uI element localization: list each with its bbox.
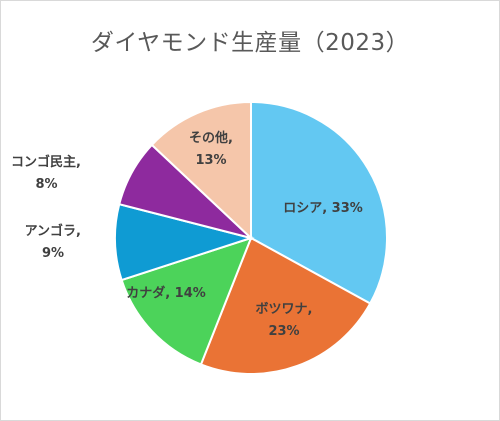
chart-title: ダイヤモンド生産量（2023） [90,30,410,56]
pie-slice-1 [250,100,388,305]
data-label-category: アンゴラ, [25,223,81,239]
data-label-4: アンゴラ, 9% [25,223,81,261]
data-label-percent: 8% [35,177,57,192]
data-label-category: コンゴ民主, [11,154,81,170]
data-label-percent: 13% [195,153,226,168]
data-label-1: ロシア, 33% [283,201,363,216]
pie-slice-2 [199,236,372,375]
pie-slice-6 [150,100,252,241]
data-label-percent: 23% [268,324,299,339]
data-label-3: カナダ, 14% [126,285,206,301]
data-label-category: ボツワナ, [256,301,313,317]
data-label-percent: 9% [42,246,64,261]
data-label-6: その他, 13% [189,130,233,168]
data-label-2: ボツワナ, 23% [256,301,313,339]
data-label-5: コンゴ民主, 8% [11,154,81,192]
data-label-category: その他, [189,130,233,146]
